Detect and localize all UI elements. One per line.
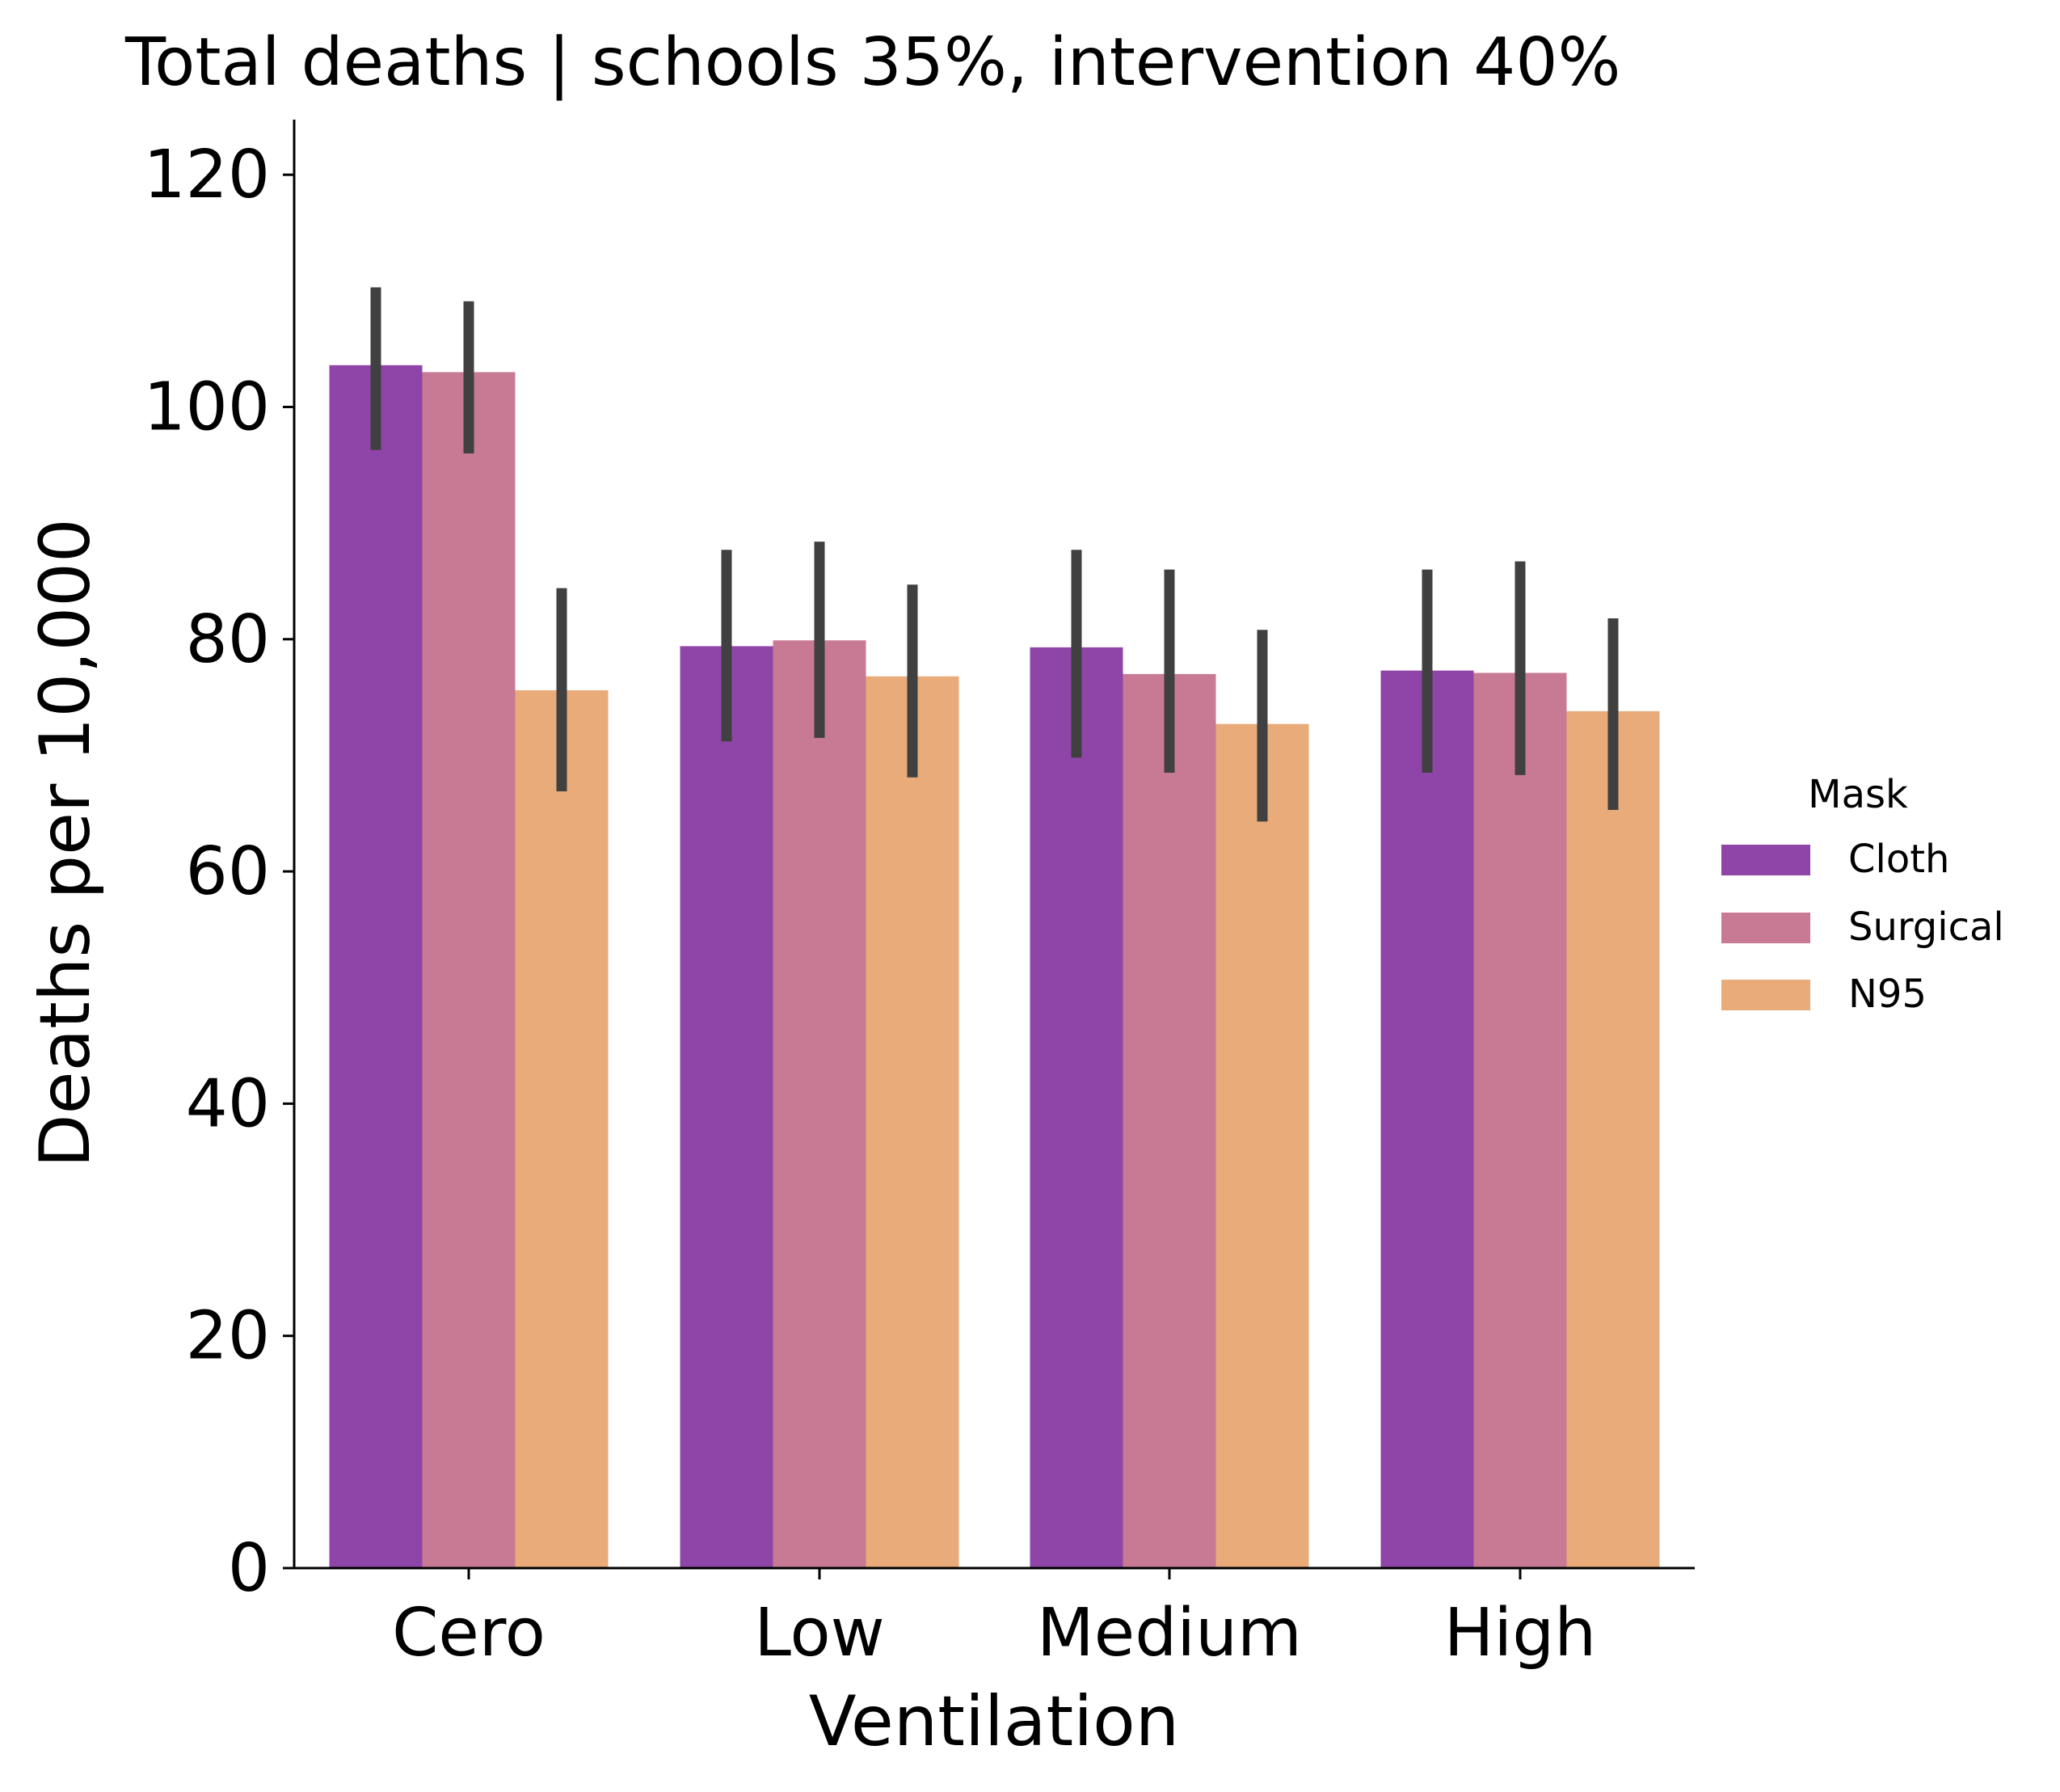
x-tick-label: High bbox=[1444, 1595, 1596, 1672]
bar-surgical-high bbox=[1473, 673, 1567, 1568]
legend-label-cloth: Cloth bbox=[1848, 837, 1949, 882]
y-tick-label: 0 bbox=[228, 1530, 270, 1607]
legend-swatch-cloth bbox=[1721, 845, 1810, 875]
y-axis-label: Deaths per 10,000 bbox=[25, 518, 106, 1167]
bar-cloth-medium bbox=[1030, 647, 1123, 1569]
bar-surgical-low bbox=[773, 640, 866, 1568]
bar-n95-low bbox=[866, 676, 959, 1568]
legend-items: Cloth Surgical N95 bbox=[1721, 837, 2004, 1017]
bar-surgical-medium bbox=[1123, 673, 1216, 1568]
y-tick-label: 60 bbox=[186, 833, 270, 910]
y-tick-label: 100 bbox=[143, 369, 270, 446]
legend-label-n95: N95 bbox=[1848, 972, 1927, 1017]
y-ticks: 0 20 40 60 80 100 120 bbox=[143, 137, 294, 1607]
y-tick-label: 40 bbox=[186, 1065, 270, 1142]
bar-surgical-cero bbox=[422, 372, 516, 1568]
y-tick-label: 20 bbox=[186, 1298, 270, 1375]
x-tick-label: Cero bbox=[392, 1595, 546, 1672]
x-ticks: Cero Low Medium High bbox=[392, 1568, 1596, 1672]
y-tick-label: 120 bbox=[143, 137, 270, 213]
legend: Mask Cloth Surgical N95 bbox=[1721, 772, 2004, 1017]
bar-n95-high bbox=[1566, 710, 1660, 1568]
x-tick-label: Medium bbox=[1037, 1595, 1302, 1672]
x-axis-label: Ventilation bbox=[809, 1681, 1180, 1762]
error-bars-layer bbox=[370, 287, 1619, 822]
chart-title: Total deaths | schools 35%, intervention… bbox=[124, 24, 1620, 101]
bar-n95-cero bbox=[515, 690, 609, 1568]
bar-cloth-high bbox=[1380, 670, 1474, 1569]
legend-title: Mask bbox=[1808, 772, 1908, 817]
bar-n95-medium bbox=[1215, 723, 1309, 1568]
x-tick-label: Low bbox=[754, 1595, 884, 1672]
legend-label-surgical: Surgical bbox=[1848, 904, 2004, 950]
bars-layer bbox=[329, 365, 1660, 1569]
bar-cloth-low bbox=[680, 646, 773, 1569]
legend-swatch-surgical bbox=[1721, 913, 1810, 943]
legend-swatch-n95 bbox=[1721, 980, 1810, 1010]
y-tick-label: 80 bbox=[186, 601, 270, 678]
bar-cloth-cero bbox=[329, 365, 423, 1568]
